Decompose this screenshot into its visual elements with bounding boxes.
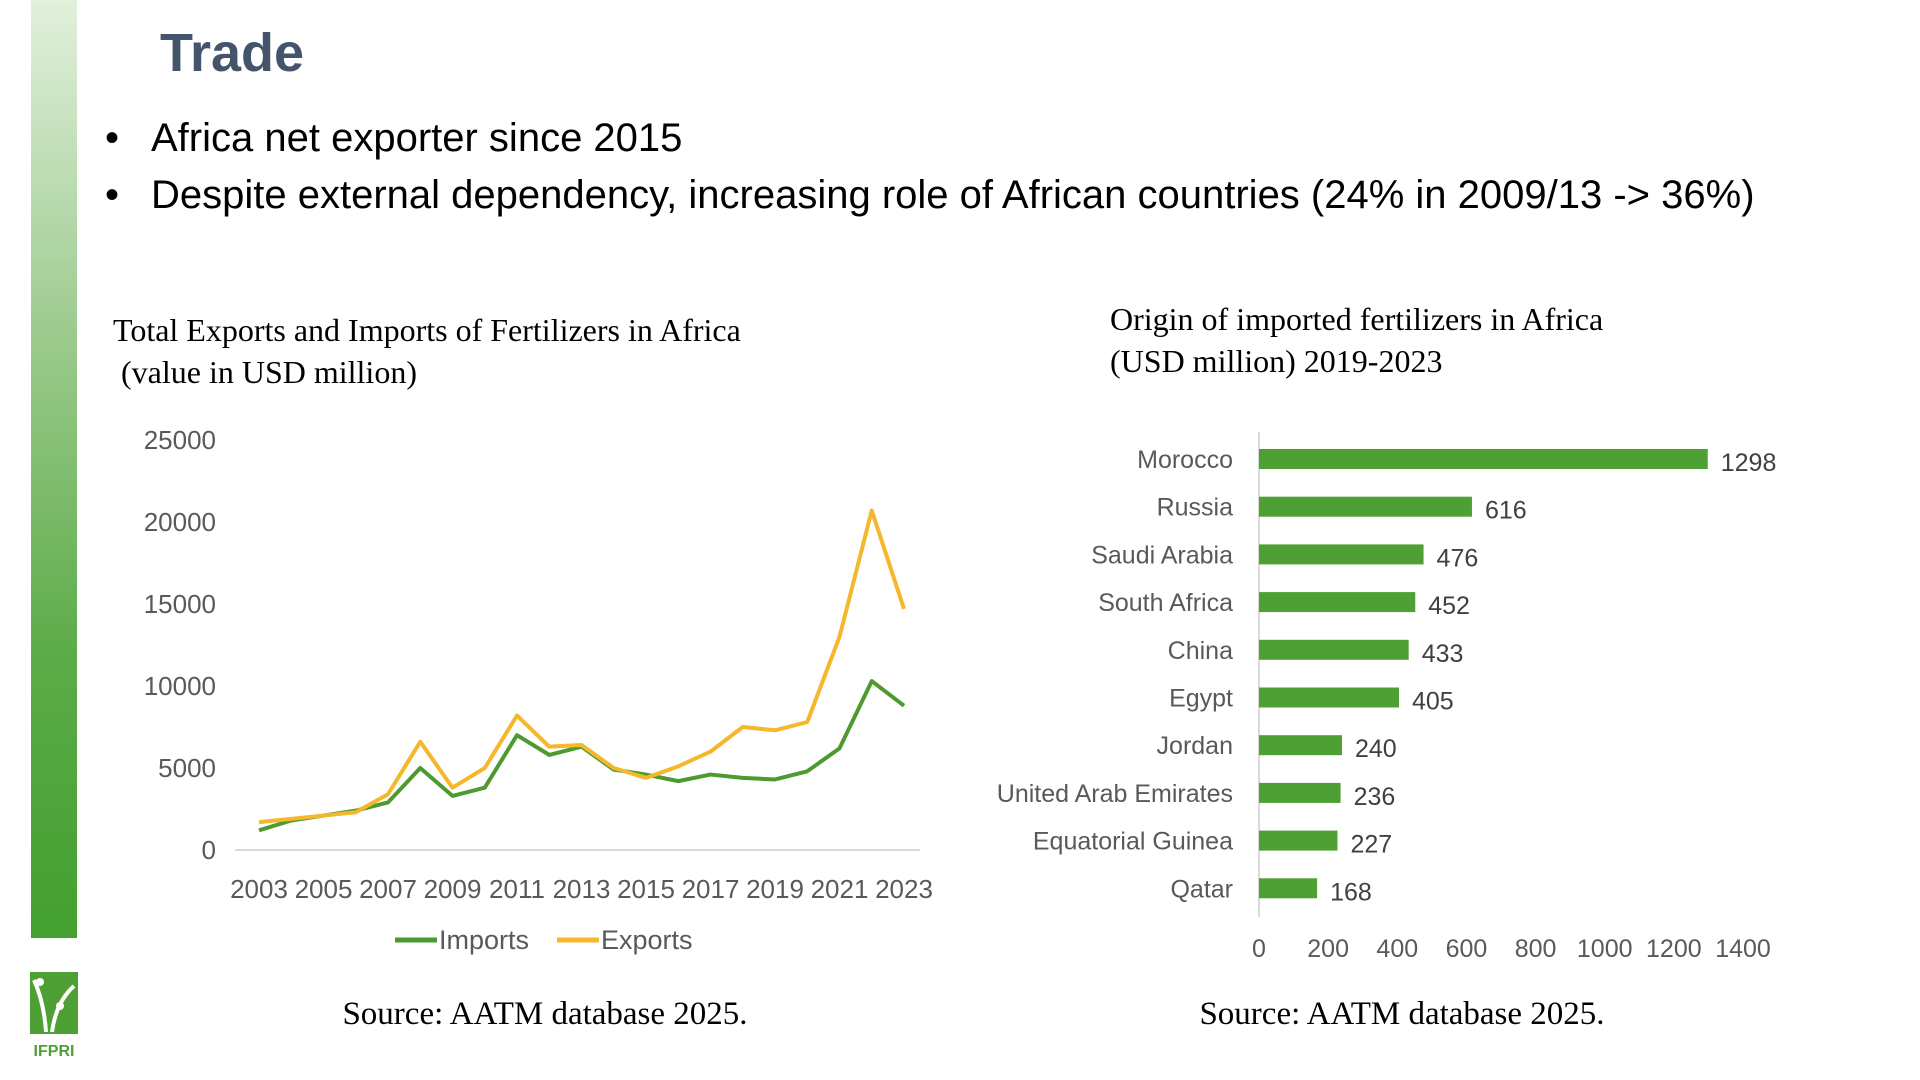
decorative-sidebar-bar [31,0,77,938]
bar-chart-title: Origin of imported fertilizers in Africa… [1110,298,1603,382]
legend-label: Exports [601,925,693,955]
bar-saudi-arabia [1259,544,1424,565]
bar-chart-title-line1: Origin of imported fertilizers in Africa [1110,301,1604,337]
ifpri-logo: IFPRI [30,972,78,1060]
legend-label: Imports [439,925,529,955]
y-tick-label: 20000 [144,507,216,537]
slide-title: Trade [160,23,305,83]
x-tick-label: 200 [1307,935,1349,963]
y-tick-label: 5000 [158,753,216,783]
line-chart-title: Total Exports and Imports of Fertilizers… [113,309,741,393]
category-label: South Africa [1098,589,1233,617]
value-label: 452 [1428,592,1470,620]
line-chart-title-line2: (value in USD million) [113,354,417,390]
logo-text: IFPRI [34,1043,75,1060]
x-tick-label: 2005 [295,874,353,904]
y-tick-label: 0 [202,835,216,865]
bar-china [1259,639,1409,660]
category-label: Jordan [1157,732,1233,760]
category-label: China [1168,637,1233,665]
x-tick-label: 1400 [1715,935,1771,963]
value-label: 168 [1330,878,1372,906]
x-tick-label: 400 [1376,935,1418,963]
x-tick-label: 2013 [553,874,611,904]
x-tick-label: 1200 [1646,935,1702,963]
bullet-1: • Africa net exporter since 2015 [105,116,682,161]
category-label: Morocco [1137,446,1233,474]
value-label: 1298 [1721,449,1777,477]
x-tick-label: 2019 [746,874,804,904]
x-tick-label: 2015 [617,874,675,904]
category-label: Egypt [1169,685,1233,713]
bullet-dot: • [105,173,120,217]
x-tick-label: 2009 [424,874,482,904]
category-label: Equatorial Guinea [1033,828,1233,856]
bullet-text: Despite external dependency, increasing … [151,173,1755,217]
line-chart-title-line1: Total Exports and Imports of Fertilizers… [113,312,741,348]
bar-united-arab-emirates [1259,782,1341,803]
x-tick-label: 600 [1446,935,1488,963]
bullet-text: Africa net exporter since 2015 [151,116,683,160]
category-label: Saudi Arabia [1091,541,1233,569]
x-tick-label: 2003 [230,874,288,904]
y-tick-label: 25000 [144,425,216,455]
value-label: 227 [1350,831,1392,859]
value-label: 236 [1354,783,1396,811]
value-label: 433 [1422,640,1464,668]
bar-egypt [1259,687,1400,708]
x-tick-label: 2021 [811,874,869,904]
x-tick-label: 0 [1252,935,1266,963]
x-tick-label: 2017 [682,874,740,904]
value-label: 240 [1355,735,1397,763]
value-label: 405 [1412,688,1454,716]
value-label: 476 [1437,544,1479,572]
line-chart-source: Source: AATM database 2025. [342,996,748,1032]
value-label: 616 [1485,497,1527,525]
y-tick-label: 10000 [144,671,216,701]
x-tick-label: 2011 [489,874,545,904]
x-tick-label: 2023 [875,874,933,904]
bar-morocco [1259,449,1708,469]
bullet-dot: • [105,116,120,160]
bar-chart-title-line2: (USD million) 2019-2023 [1110,343,1443,379]
bar-russia [1259,496,1472,517]
bar-south-africa [1259,592,1416,613]
bar-equatorial-guinea [1259,830,1338,851]
series-line-exports [258,508,906,825]
x-tick-label: 1000 [1577,935,1633,963]
bar-jordan [1259,735,1342,756]
bullet-2: • Despite external dependency, increasing… [105,173,1755,218]
series-line-imports [258,679,906,833]
bar-qatar [1259,878,1318,899]
x-tick-label: 2007 [359,874,417,904]
category-label: Russia [1157,494,1234,522]
bar-chart-source: Source: AATM database 2025. [1199,996,1605,1032]
x-tick-label: 800 [1515,935,1557,963]
category-label: United Arab Emirates [997,780,1233,808]
category-label: Qatar [1170,875,1233,903]
y-tick-label: 15000 [144,589,216,619]
